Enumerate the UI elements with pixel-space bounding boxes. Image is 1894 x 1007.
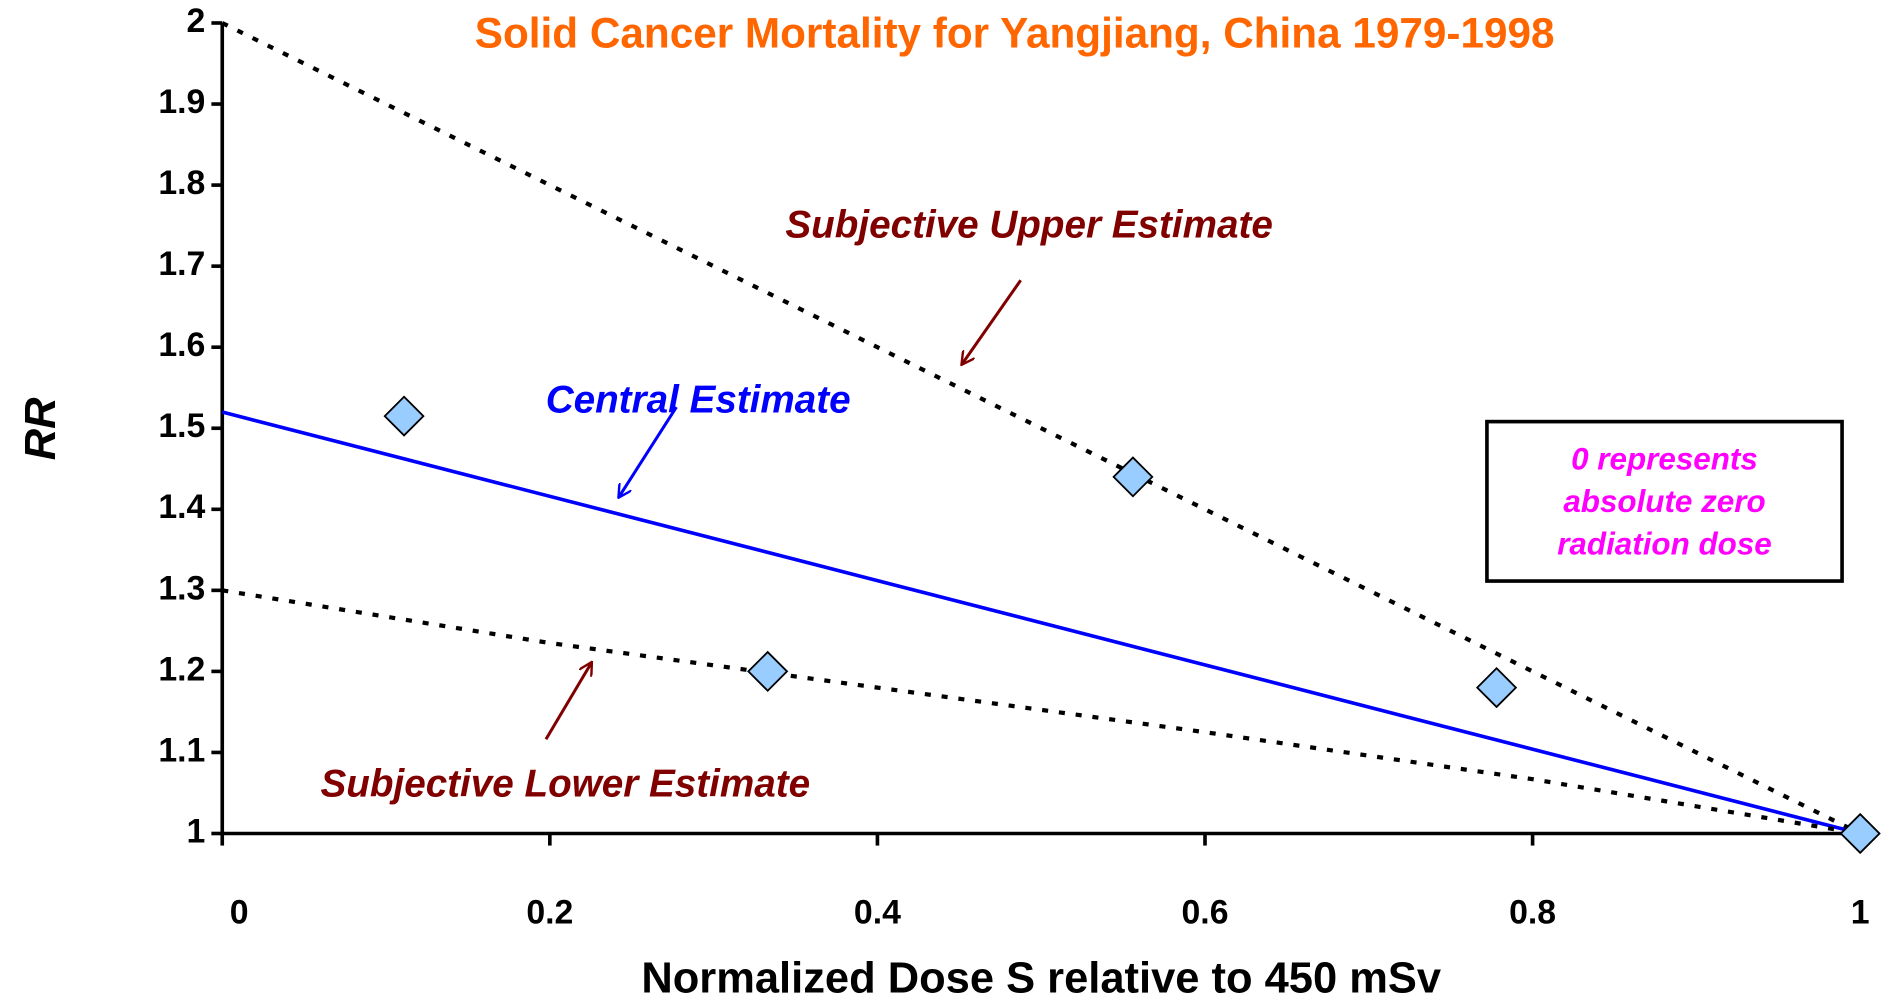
x-tick-label: 1 <box>1851 893 1870 931</box>
y-tick-label: 1.7 <box>158 245 205 283</box>
x-tick-label: 0.2 <box>526 893 573 931</box>
arrow <box>544 662 594 741</box>
line <box>221 21 1862 836</box>
note-text: 0 represents <box>1571 442 1758 477</box>
series-label: Central Estimate <box>546 378 851 421</box>
arrow <box>618 406 678 498</box>
line <box>221 588 1861 836</box>
x-tick-label: 0 <box>230 893 249 931</box>
x-tick-label: 0.8 <box>1509 893 1556 931</box>
y-tick-label: 1.9 <box>158 83 205 121</box>
line <box>221 410 1861 836</box>
y-tick-label: 1.8 <box>158 164 205 202</box>
y-axis-label: RR <box>17 397 65 460</box>
x-axis-label: Normalized Dose S relative to 450 mSv <box>641 954 1441 1002</box>
point <box>1475 667 1518 709</box>
point <box>747 650 789 693</box>
y-tick-label: 1.6 <box>158 326 205 364</box>
y-tick-label: 1.2 <box>158 650 205 688</box>
point <box>1839 812 1881 855</box>
x-tick-label: 0.4 <box>854 893 901 931</box>
point <box>383 395 425 437</box>
chart-title: Solid Cancer Mortality for Yangjiang, Ch… <box>475 9 1555 56</box>
y-tick-label: 1.1 <box>158 731 205 769</box>
series-label: Subjective Lower Estimate <box>320 763 810 806</box>
point <box>1112 456 1154 498</box>
y-tick-label: 2 <box>187 2 206 40</box>
y-tick-label: 1.5 <box>158 407 205 445</box>
y-tick-label: 1 <box>187 812 206 850</box>
x-tick-label: 0.6 <box>1182 893 1229 931</box>
note-text: radiation dose <box>1557 526 1772 561</box>
series-label: Subjective Upper Estimate <box>785 203 1272 246</box>
y-tick-label: 1.4 <box>158 488 205 526</box>
note-text: absolute zero <box>1563 484 1765 519</box>
y-tick-label: 1.3 <box>158 569 205 607</box>
arrow <box>961 279 1022 365</box>
note-box <box>1485 419 1844 583</box>
